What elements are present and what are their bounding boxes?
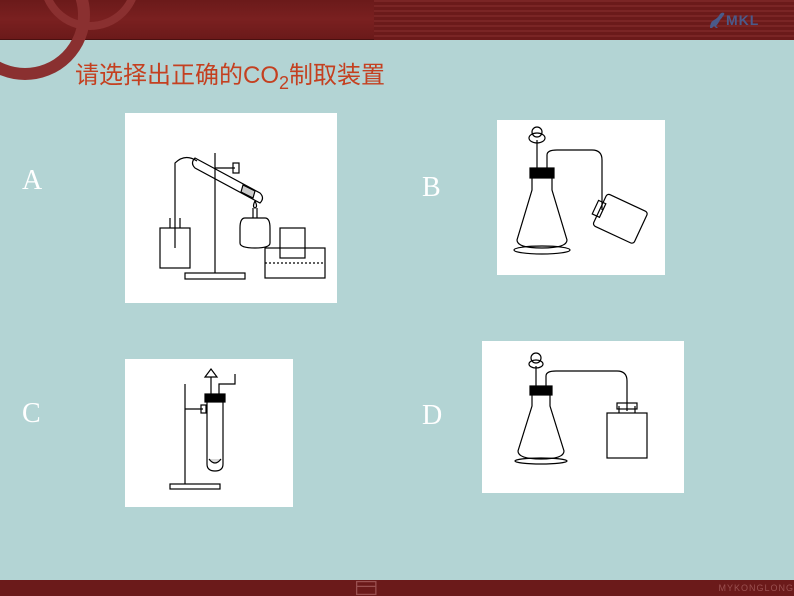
- apparatus-c-svg: [125, 359, 293, 507]
- logo: MKL: [706, 2, 766, 38]
- footer-icon: [20, 580, 712, 596]
- apparatus-d-svg: [482, 341, 684, 493]
- option-label-a: A: [22, 165, 42, 197]
- apparatus-b[interactable]: [497, 120, 665, 275]
- apparatus-d[interactable]: [482, 341, 684, 493]
- question-title: 请选择出正确的CO2制取装置: [75, 55, 385, 94]
- title-subscript: 2: [279, 73, 289, 93]
- logo-text: MKL: [726, 12, 759, 28]
- option-label-d: D: [422, 400, 442, 432]
- header: MKL: [0, 0, 794, 40]
- title-prefix: 请选择出正确的CO: [75, 62, 279, 89]
- option-label-b: B: [422, 172, 441, 204]
- apparatus-c[interactable]: [125, 359, 293, 507]
- footer-text: MYKONGLONG: [718, 583, 794, 593]
- apparatus-b-svg: [497, 120, 665, 275]
- apparatus-a-svg: [125, 113, 337, 303]
- apparatus-a[interactable]: [125, 113, 337, 303]
- option-label-c: C: [22, 398, 41, 430]
- footer: MYKONGLONG: [0, 580, 794, 596]
- dinosaur-icon: [706, 8, 730, 32]
- title-suffix: 制取装置: [289, 62, 385, 89]
